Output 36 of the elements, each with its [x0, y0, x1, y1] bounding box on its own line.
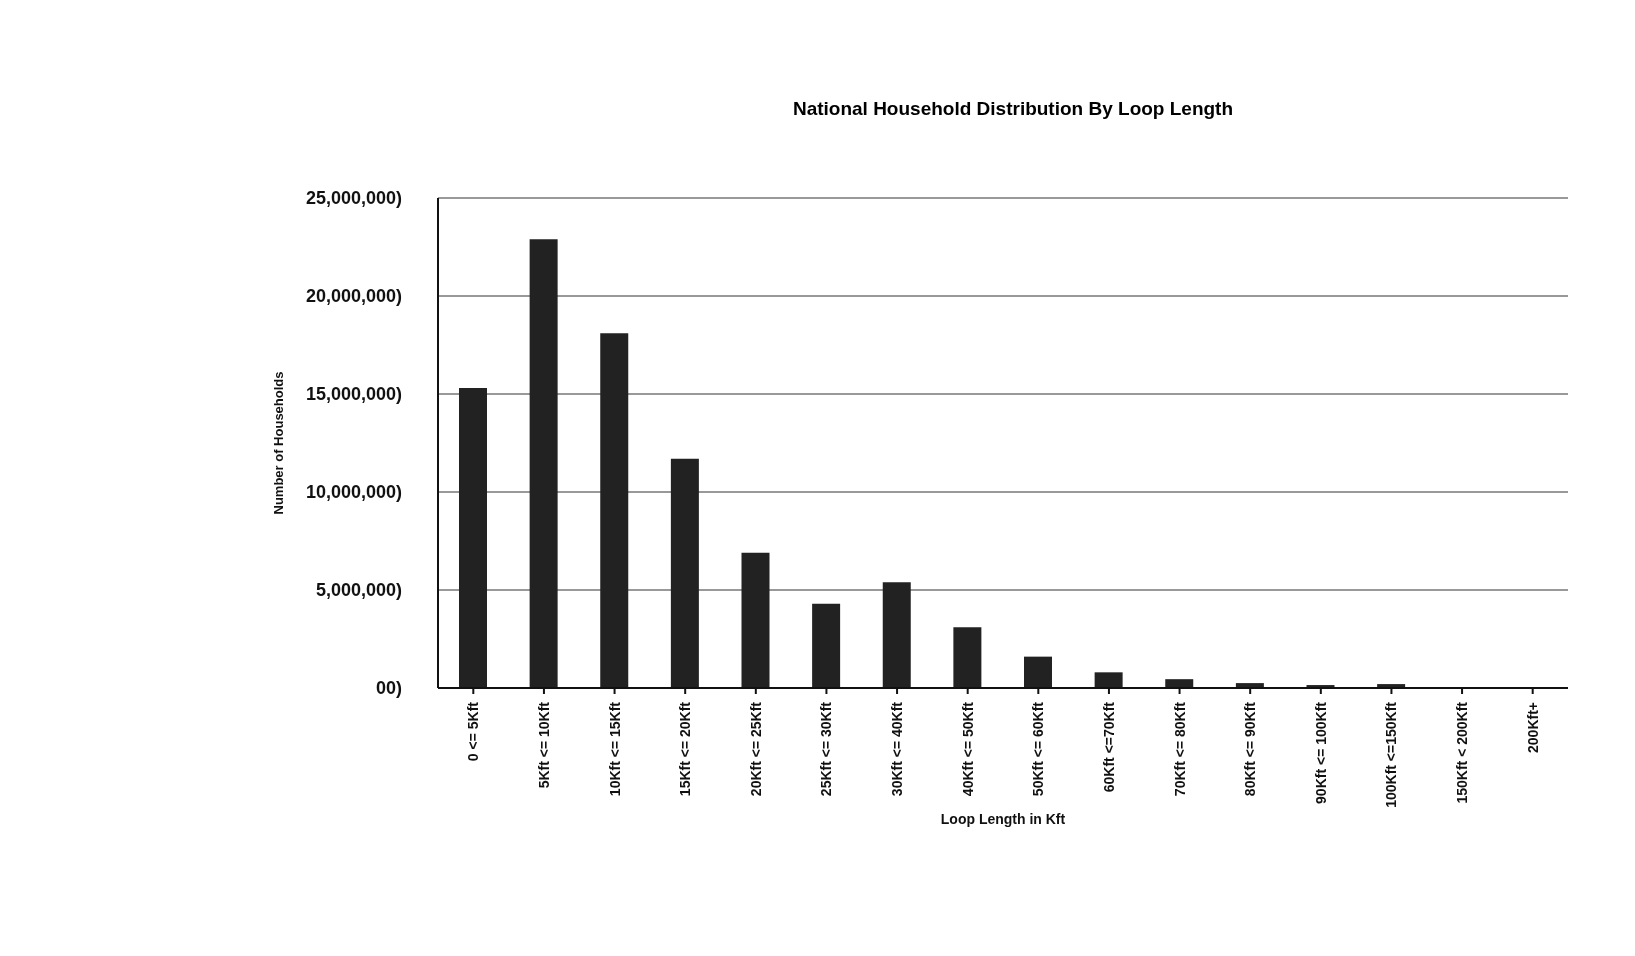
y-tick-label: 00)	[375, 678, 403, 699]
y-tick-label: 5,000,000)	[315, 580, 402, 601]
x-tick-label: 90Kft <= 100Kft	[1312, 701, 1329, 804]
bar	[1094, 672, 1123, 688]
x-tick-label: 70Kft <= 80Kft	[1171, 701, 1188, 797]
bar	[882, 582, 911, 688]
x-tick-label: 0 <= 5Kft	[465, 701, 482, 762]
bar	[1024, 656, 1052, 688]
bar	[459, 388, 487, 688]
x-tick-label: 10Kft <= 15Kft	[606, 701, 623, 797]
x-axis-title: Loop Length in Kft	[940, 811, 1066, 827]
x-tick-label: 20Kft <= 25Kft	[747, 701, 764, 797]
bar	[600, 333, 629, 688]
y-tick-label: 10,000,000)	[305, 482, 402, 503]
y-tick-label: 20,000,000)	[305, 286, 402, 307]
x-tick-label: 25Kft <= 30Kft	[818, 701, 835, 797]
bar	[529, 239, 558, 688]
y-tick-label: 25,000,000)	[305, 188, 402, 209]
x-tick-label: 30Kft <= 40Kft	[889, 701, 906, 797]
bar	[812, 603, 841, 688]
x-tick-label: 60Kft <=70Kft	[1100, 701, 1117, 793]
x-tick-label: 50Kft <= 60Kft	[1030, 701, 1047, 797]
bar	[953, 627, 982, 688]
y-axis-title: Number of Households	[270, 371, 286, 515]
bar	[1165, 679, 1194, 688]
y-tick-label: 15,000,000)	[305, 384, 402, 405]
x-tick-label: 40Kft <= 50Kft	[959, 701, 976, 797]
x-tick-label: 150Kft < 200Kft	[1454, 701, 1471, 804]
x-tick-label: 100Kft <=150Kft	[1383, 701, 1400, 808]
x-tick-label: 80Kft <= 90Kft	[1242, 701, 1259, 797]
x-tick-label: 15Kft <= 20Kft	[677, 701, 694, 797]
chart-title: National Household Distribution By Loop Length	[791, 98, 1235, 120]
x-tick-label: 200Kft+	[1524, 702, 1541, 753]
bar	[741, 552, 770, 688]
x-tick-label: 5Kft <= 10Kft	[535, 701, 552, 789]
bar	[670, 458, 699, 688]
